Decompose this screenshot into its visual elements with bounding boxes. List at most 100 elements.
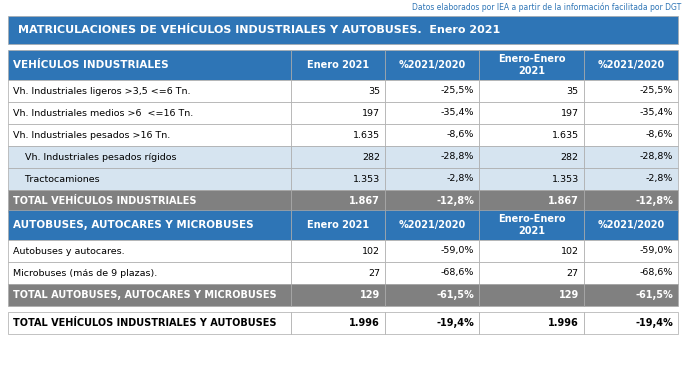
Text: Vh. Industriales pesados >16 Tn.: Vh. Industriales pesados >16 Tn. [13, 130, 170, 140]
Bar [584, 124, 678, 146]
Text: Enero-Enero
2021: Enero-Enero 2021 [497, 214, 565, 236]
Bar [479, 168, 584, 190]
Bar [291, 312, 385, 334]
Text: TOTAL AUTOBUSES, AUTOCARES Y MICROBUSES: TOTAL AUTOBUSES, AUTOCARES Y MICROBUSES [13, 290, 276, 300]
Text: -12,8%: -12,8% [436, 196, 474, 206]
Text: %2021/2020: %2021/2020 [399, 220, 466, 230]
Bar [291, 240, 385, 262]
Text: -2,8%: -2,8% [447, 175, 474, 184]
Bar [479, 190, 584, 212]
Text: VEHÍCULOS INDUSTRIALES: VEHÍCULOS INDUSTRIALES [13, 60, 169, 70]
Text: -28,8%: -28,8% [440, 152, 474, 161]
Bar [584, 80, 678, 102]
Text: 282: 282 [560, 152, 579, 161]
Bar [385, 284, 479, 306]
Text: 27: 27 [567, 268, 579, 277]
Bar [584, 284, 678, 306]
Text: 102: 102 [560, 246, 579, 256]
Bar [479, 312, 584, 334]
Text: Enero 2021: Enero 2021 [307, 60, 369, 70]
Bar [8, 284, 291, 306]
Text: 1.635: 1.635 [552, 130, 579, 140]
Text: AUTOBUSES, AUTOCARES Y MICROBUSES: AUTOBUSES, AUTOCARES Y MICROBUSES [13, 220, 254, 230]
Bar [385, 168, 479, 190]
Text: Vh. Industriales pesados rígidos: Vh. Industriales pesados rígidos [13, 152, 176, 161]
Text: -25,5%: -25,5% [440, 87, 474, 95]
Bar [385, 312, 479, 334]
Bar [479, 262, 584, 284]
Bar [291, 124, 385, 146]
Bar [8, 16, 678, 44]
Bar [479, 146, 584, 168]
Bar [8, 168, 291, 190]
Text: Microbuses (más de 9 plazas).: Microbuses (más de 9 plazas). [13, 268, 157, 277]
Bar [8, 146, 291, 168]
Bar [385, 240, 479, 262]
Text: -2,8%: -2,8% [646, 175, 673, 184]
Text: 27: 27 [368, 268, 380, 277]
Bar [479, 240, 584, 262]
Bar [8, 240, 291, 262]
Text: -8,6%: -8,6% [447, 130, 474, 140]
Bar [291, 102, 385, 124]
Text: MATRICULACIONES DE VEHÍCULOS INDUSTRIALES Y AUTOBUSES.  Enero 2021: MATRICULACIONES DE VEHÍCULOS INDUSTRIALE… [18, 25, 500, 35]
Bar [291, 146, 385, 168]
Bar [8, 102, 291, 124]
Text: Tractocamiones: Tractocamiones [13, 175, 99, 184]
Text: -19,4%: -19,4% [635, 318, 673, 328]
Bar [584, 210, 678, 240]
Text: -25,5%: -25,5% [639, 87, 673, 95]
Bar [479, 80, 584, 102]
Bar [385, 210, 479, 240]
Text: 1.996: 1.996 [349, 318, 380, 328]
Bar [8, 262, 291, 284]
Text: 1.353: 1.353 [552, 175, 579, 184]
Text: 129: 129 [359, 290, 380, 300]
Text: -68,6%: -68,6% [440, 268, 474, 277]
Bar [479, 284, 584, 306]
Text: %2021/2020: %2021/2020 [598, 220, 665, 230]
Bar [291, 262, 385, 284]
Bar [8, 190, 291, 212]
Bar [479, 124, 584, 146]
Text: 197: 197 [362, 109, 380, 118]
Text: %2021/2020: %2021/2020 [598, 60, 665, 70]
Bar [8, 210, 291, 240]
Bar [385, 102, 479, 124]
Text: -68,6%: -68,6% [639, 268, 673, 277]
Text: 102: 102 [362, 246, 380, 256]
Text: -35,4%: -35,4% [440, 109, 474, 118]
Text: 35: 35 [567, 87, 579, 95]
Text: 35: 35 [368, 87, 380, 95]
Bar [385, 80, 479, 102]
Bar [584, 190, 678, 212]
Bar [291, 284, 385, 306]
Text: -35,4%: -35,4% [639, 109, 673, 118]
Text: -12,8%: -12,8% [635, 196, 673, 206]
Bar [8, 80, 291, 102]
Bar [584, 168, 678, 190]
Bar [385, 146, 479, 168]
Bar [385, 124, 479, 146]
Bar [385, 190, 479, 212]
Bar [479, 50, 584, 80]
Text: 1.635: 1.635 [353, 130, 380, 140]
Text: Enero 2021: Enero 2021 [307, 220, 369, 230]
Bar [584, 102, 678, 124]
Text: -28,8%: -28,8% [639, 152, 673, 161]
Text: 1.353: 1.353 [353, 175, 380, 184]
Text: TOTAL VEHÍCULOS INDUSTRIALES: TOTAL VEHÍCULOS INDUSTRIALES [13, 196, 196, 206]
Bar [8, 50, 291, 80]
Text: Datos elaborados por IEA a partir de la información facilitada por DGT: Datos elaborados por IEA a partir de la … [412, 3, 681, 12]
Text: 129: 129 [558, 290, 579, 300]
Text: Enero-Enero
2021: Enero-Enero 2021 [497, 54, 565, 76]
Bar [291, 190, 385, 212]
Bar [8, 312, 291, 334]
Bar [479, 210, 584, 240]
Text: -61,5%: -61,5% [436, 290, 474, 300]
Text: -59,0%: -59,0% [639, 246, 673, 256]
Text: -8,6%: -8,6% [646, 130, 673, 140]
Text: -61,5%: -61,5% [635, 290, 673, 300]
Bar [291, 210, 385, 240]
Text: Autobuses y autocares.: Autobuses y autocares. [13, 246, 125, 256]
